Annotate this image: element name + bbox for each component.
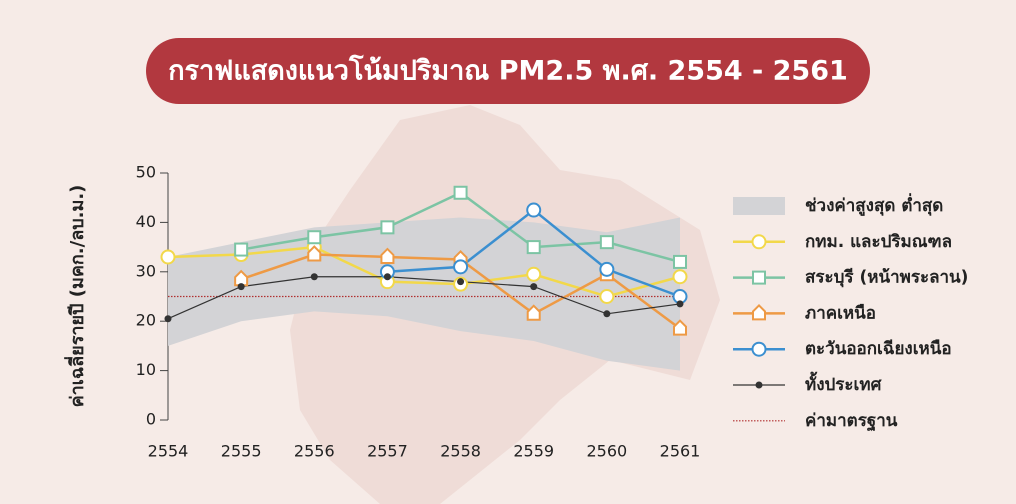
- y-tick-label: 20: [136, 311, 156, 330]
- data-point: [673, 319, 687, 336]
- legend-label: กทม. และปริมณฑล: [805, 232, 952, 252]
- legend-label: สระบุรี (หน้าพระลาน): [805, 267, 968, 288]
- x-tick-label: 2558: [440, 442, 481, 461]
- y-tick-label: 0: [146, 410, 156, 429]
- legend-label: ภาคเหนือ: [805, 302, 876, 323]
- range-band: [168, 217, 680, 371]
- legend-marker: [751, 234, 767, 250]
- data-point: [672, 269, 688, 285]
- data-point: [603, 310, 611, 318]
- legend-label: ค่ามาตรฐาน: [805, 411, 898, 432]
- chart-title: กราฟแสดงแนวโน้มปริมาณ PM2.5 พ.ศ. 2554 - …: [168, 54, 848, 87]
- legend-swatch: [733, 197, 785, 215]
- data-point: [160, 249, 176, 265]
- legend-marker: [752, 270, 766, 285]
- y-tick-label: 50: [136, 163, 156, 182]
- y-axis-label: ค่าเฉลี่ยรายปี (มคก./ลบ.ม.): [64, 185, 88, 408]
- y-tick-label: 30: [136, 261, 156, 280]
- legend-label: ช่วงค่าสูงสุด ต่ำสุด: [805, 193, 943, 217]
- data-point: [599, 235, 614, 250]
- x-tick-label: 2557: [367, 442, 408, 461]
- data-point: [599, 261, 615, 277]
- data-point: [237, 283, 245, 291]
- data-point: [453, 259, 469, 275]
- y-tick-label: 10: [136, 360, 156, 379]
- legend-marker: [755, 381, 763, 389]
- data-point: [383, 273, 391, 281]
- data-point: [380, 247, 395, 264]
- data-point: [234, 242, 249, 257]
- legend-label: ทั้งประเทศ: [805, 371, 883, 395]
- data-point: [526, 266, 542, 282]
- x-tick-label: 2559: [513, 442, 554, 461]
- data-point: [673, 254, 687, 269]
- x-tick-label: 2556: [294, 442, 335, 461]
- data-point: [526, 240, 541, 255]
- y-tick-label: 40: [136, 212, 156, 231]
- data-point: [676, 300, 684, 308]
- data-point: [526, 202, 542, 218]
- x-tick-label: 2554: [148, 442, 189, 461]
- x-tick-label: 2561: [660, 442, 701, 461]
- data-point: [599, 289, 615, 304]
- data-point: [526, 304, 541, 321]
- series-line: [167, 276, 681, 320]
- title-banner: [146, 38, 870, 104]
- series-line: [167, 245, 681, 298]
- data-point: [453, 185, 468, 200]
- data-point: [307, 230, 322, 245]
- legend-marker: [752, 303, 766, 321]
- data-point: [234, 269, 249, 287]
- data-point: [457, 278, 465, 286]
- data-point: [307, 245, 322, 262]
- legend-label: ตะวันออกเฉียงเหนือ: [805, 338, 952, 359]
- data-point: [310, 273, 318, 281]
- x-tick-label: 2555: [221, 442, 262, 461]
- legend-marker: [751, 341, 767, 357]
- data-point: [530, 283, 538, 291]
- data-point: [380, 220, 395, 235]
- x-tick-label: 2560: [586, 442, 627, 461]
- data-point: [164, 315, 172, 323]
